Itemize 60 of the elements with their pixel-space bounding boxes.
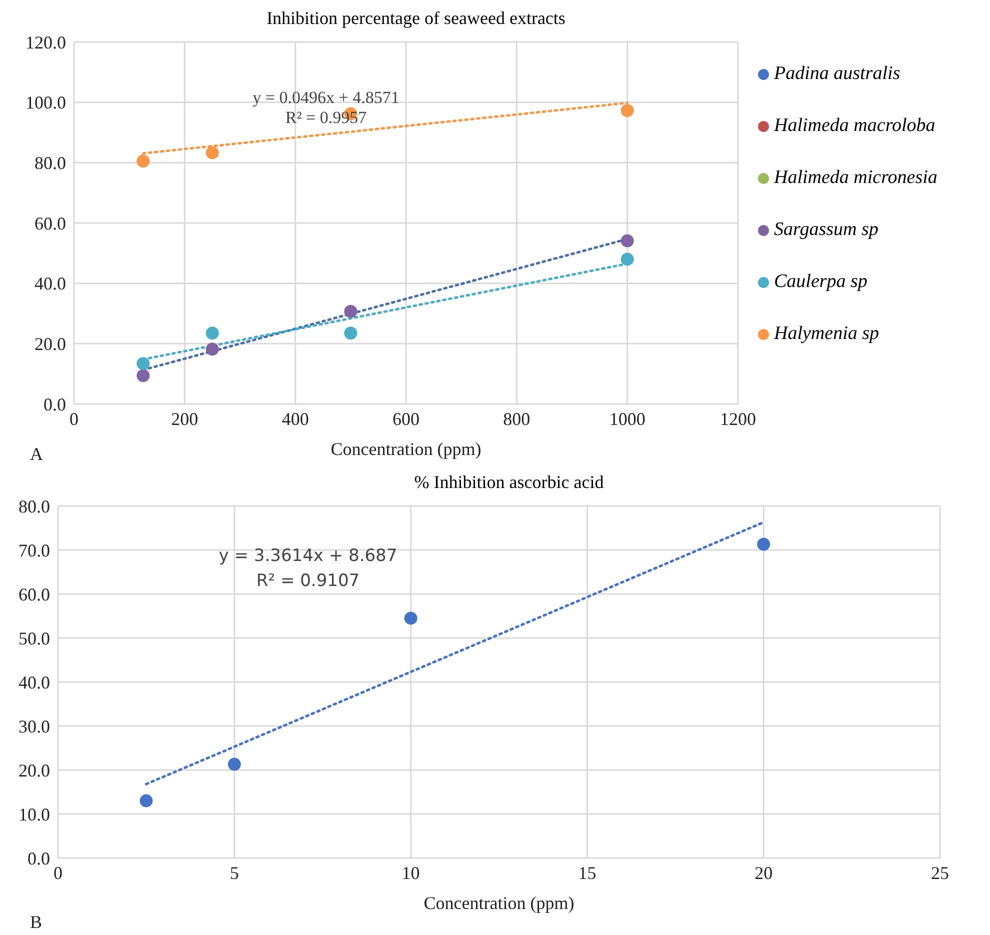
- annotation: R² = 0.9107: [256, 571, 360, 591]
- point: [228, 758, 241, 771]
- x-tick-label: 200: [171, 408, 198, 429]
- point: [136, 154, 150, 168]
- y-tick-label: 120.0: [26, 32, 66, 52]
- point: [344, 326, 358, 340]
- x-tick-label: 600: [392, 408, 420, 429]
- annotation: y = 3.3614x + 8.687: [218, 546, 398, 566]
- y-tick-label: 30.0: [18, 716, 50, 736]
- y-tick-label: 80.0: [34, 153, 66, 174]
- legend-label: Halimeda macroloba: [774, 115, 936, 137]
- y-tick-label: 40.0: [18, 672, 50, 692]
- x-tick-label: 800: [503, 408, 530, 429]
- x-tick-label: 5: [230, 862, 239, 883]
- text: A: [30, 444, 43, 465]
- chart-title: Inhibition percentage of seaweed extracts: [266, 8, 566, 30]
- x-tick-label: 20: [754, 862, 773, 883]
- legend-label: Caulerpa sp: [774, 271, 868, 293]
- x-tick-label: 1200: [720, 408, 756, 429]
- legend-label: Halimeda micronesia: [774, 167, 938, 189]
- x-tick-label: 1000: [609, 408, 646, 429]
- x-axis-title: Concentration (ppm): [330, 439, 482, 459]
- y-tick-label: 0.0: [44, 394, 66, 414]
- legend-label: Padina australis: [774, 63, 900, 85]
- chart-title: % Inhibition ascorbic acid: [413, 472, 605, 494]
- point: [140, 794, 153, 808]
- x-tick-label: 25: [931, 862, 949, 883]
- legend-label: Halymenia sp: [774, 323, 880, 345]
- point: [404, 612, 418, 625]
- point: [620, 234, 634, 248]
- x-axis-title: Concentration (ppm): [424, 893, 574, 913]
- y-tick-label: 10.0: [18, 804, 50, 824]
- x-tick-label: 10: [402, 862, 420, 883]
- y-tick-label: 60.0: [34, 213, 66, 234]
- point: [620, 252, 634, 266]
- annotation: R² = 0.9957: [285, 108, 367, 128]
- text: B: [30, 912, 42, 933]
- y-tick-label: 70.0: [18, 540, 50, 560]
- y-tick-label: 40.0: [34, 274, 66, 294]
- point: [620, 104, 634, 117]
- x-tick-label: 15: [578, 862, 596, 883]
- annotation: y = 0.0496x + 4.8571: [252, 88, 400, 108]
- point: [136, 357, 150, 370]
- point: [136, 369, 150, 382]
- point: [344, 304, 358, 318]
- x-tick-label: 0: [54, 862, 62, 883]
- y-tick-label: 0.0: [28, 848, 50, 868]
- y-tick-label: 60.0: [18, 584, 50, 604]
- x-tick-label: 0: [70, 408, 78, 429]
- y-tick-label: 100.0: [26, 92, 66, 113]
- y-tick-label: 20.0: [34, 334, 66, 354]
- point: [206, 326, 219, 340]
- y-tick-label: 20.0: [18, 760, 50, 780]
- y-tick-label: 50.0: [18, 628, 50, 648]
- point: [757, 538, 770, 551]
- y-tick-label: 80.0: [18, 496, 50, 516]
- legend-label: Sargassum sp: [774, 219, 878, 241]
- x-tick-label: 400: [282, 408, 309, 429]
- point: [206, 342, 219, 356]
- point: [206, 146, 219, 160]
